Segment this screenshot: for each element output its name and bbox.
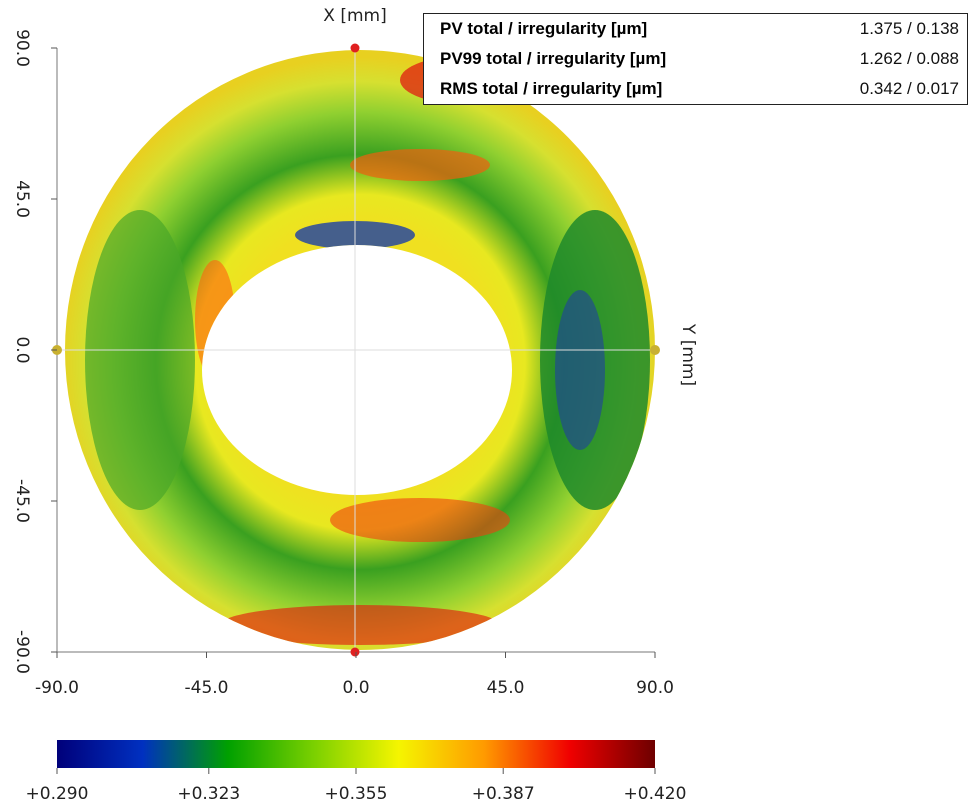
stats-table: PV total / irregularity [µm] 1.375 / 0.13… — [423, 13, 968, 105]
colorbar-tick-label: +0.420 — [624, 784, 687, 804]
y-tick-label: 0.0 — [12, 336, 32, 363]
colorbar-tick-label: +0.355 — [325, 784, 388, 804]
axes: X [mm] Y [mm] — [52, 6, 698, 657]
colorbar-tick-label: +0.323 — [177, 784, 240, 804]
stats-row: PV total / irregularity [µm] 1.375 / 0.13… — [424, 14, 967, 44]
y-tick-label: 90.0 — [12, 29, 32, 67]
stats-row: RMS total / irregularity [µm] 0.342 / 0.0… — [424, 74, 967, 104]
stat-value: 1.375 / 0.138 — [859, 19, 959, 38]
y-axis-label: Y [mm] — [678, 323, 698, 386]
stat-label: PV99 total / irregularity [µm] — [440, 49, 667, 68]
colorbar-tick-label: +0.290 — [26, 784, 89, 804]
x-tick-label: 90.0 — [636, 678, 674, 698]
stat-label: RMS total / irregularity [µm] — [440, 79, 663, 98]
x-tick-label: 45.0 — [487, 678, 525, 698]
x-tick-label: 0.0 — [342, 678, 369, 698]
y-tick-label: -90.0 — [12, 630, 32, 674]
stat-label: PV total / irregularity [µm] — [440, 19, 648, 38]
x-tick-label: -45.0 — [185, 678, 229, 698]
axis-marker — [350, 647, 360, 657]
stats-row: PV99 total / irregularity [µm] 1.262 / 0.… — [424, 44, 967, 74]
axis-marker — [650, 345, 660, 355]
stat-value: 0.342 / 0.017 — [859, 79, 959, 98]
axis-marker — [350, 43, 360, 53]
colorbar — [57, 740, 655, 768]
y-tick-label: -45.0 — [12, 479, 32, 523]
colorbar-tick-label: +0.387 — [472, 784, 535, 804]
y-tick-label: 45.0 — [12, 180, 32, 218]
x-tick-label: -90.0 — [35, 678, 79, 698]
x-axis-label: X [mm] — [323, 6, 386, 26]
stat-value: 1.262 / 0.088 — [859, 49, 959, 68]
